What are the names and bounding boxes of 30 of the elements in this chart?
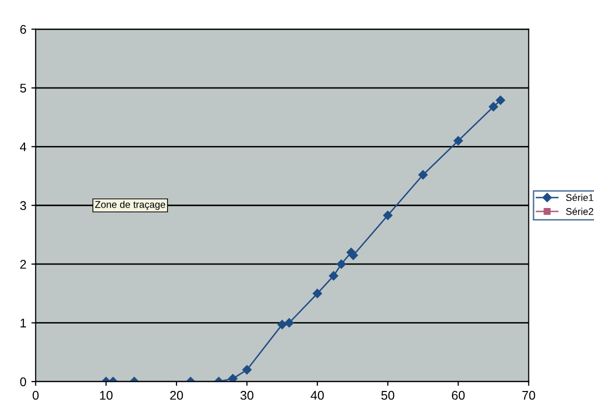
y-tick-label: 0 [20, 377, 26, 386]
x-tick-label: 10 [100, 390, 113, 400]
x-tick-label: 20 [170, 390, 183, 400]
point [284, 318, 294, 328]
x-tick-label: 60 [452, 390, 465, 400]
legend-label: Série1 [566, 194, 594, 202]
point [496, 96, 506, 105]
point [242, 365, 252, 374]
legend-label: Série2 [566, 208, 594, 215]
y-tick-label: 3 [20, 201, 26, 210]
point [328, 271, 338, 280]
x-tick-label: 30 [240, 390, 254, 400]
y-tick-label: 6 [20, 24, 26, 34]
point [418, 170, 428, 180]
x-tick-label: 0 [32, 390, 39, 400]
point [488, 102, 498, 112]
x-tick-label: 40 [310, 390, 324, 400]
y-tick-label: 1 [20, 318, 26, 328]
x-tick-label: 50 [381, 390, 394, 400]
x-tick-label: 70 [522, 390, 536, 400]
point [228, 374, 238, 382]
point [336, 259, 346, 269]
y-tick-label: 4 [20, 142, 26, 152]
point [383, 210, 392, 220]
point [312, 288, 322, 298]
y-tick-label: 5 [20, 84, 26, 93]
point [278, 320, 287, 330]
y-tick-label: 2 [20, 260, 26, 269]
point [454, 136, 463, 146]
annotation: Zone de traçage [95, 200, 166, 210]
